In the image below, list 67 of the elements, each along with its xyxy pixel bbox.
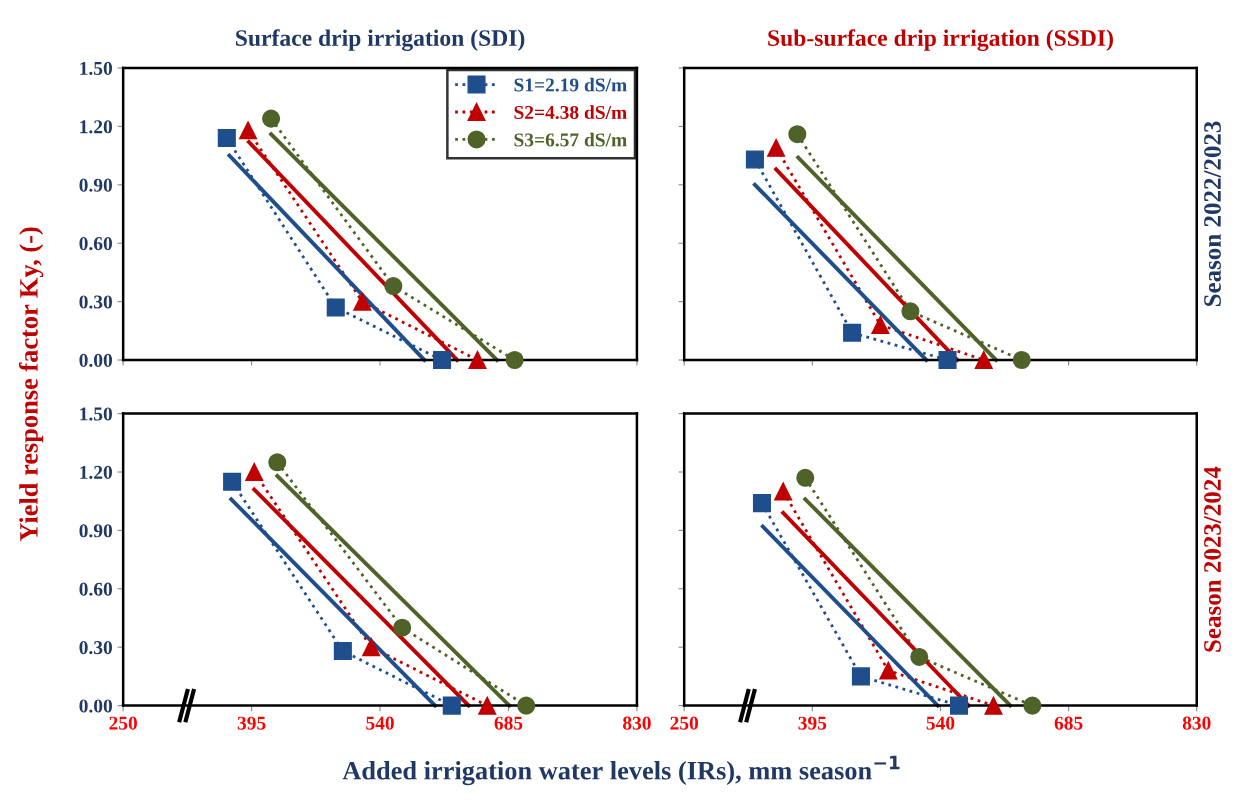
- chart-title: Surface drip irrigation (SDI): [236, 29, 525, 51]
- point: [326, 298, 345, 317]
- point: [517, 696, 536, 715]
- point: [752, 494, 771, 513]
- point: [745, 150, 764, 169]
- y-tick-label: 0.00: [79, 699, 112, 713]
- x-tick-label: 830: [1182, 716, 1211, 730]
- y-tick-label: 0.90: [79, 524, 112, 538]
- x-tick-label: 685: [494, 716, 523, 730]
- x-tick-label: 685: [1054, 716, 1083, 730]
- point: [774, 482, 793, 501]
- y2-axis-title: Season 2023/2024: [1204, 466, 1221, 652]
- y2-axis-title: Season 2022/2023: [1204, 121, 1221, 307]
- y-tick-label: 0.30: [79, 295, 112, 309]
- y-tick-label: 0.30: [79, 641, 112, 655]
- point: [442, 696, 461, 715]
- point: [1023, 696, 1042, 715]
- x-tick-label: 395: [237, 716, 266, 730]
- point: [262, 109, 281, 128]
- y-tick-label: 0.60: [79, 582, 112, 596]
- y-tick-label: 1.50: [80, 407, 112, 421]
- point: [851, 667, 870, 686]
- legend-label: S1=2.19 dS/m: [514, 77, 627, 92]
- x-tick-label: 540: [926, 716, 955, 730]
- y-tick-label: 0.60: [79, 237, 112, 251]
- y-axis-title: Yield response factor Ky, (-): [18, 227, 44, 542]
- y-tick-label: 1.20: [80, 120, 112, 134]
- point: [843, 323, 862, 342]
- point: [796, 468, 815, 487]
- chart-title: Sub-surface drip irrigation (SSDI): [768, 29, 1113, 51]
- point: [478, 696, 497, 715]
- point: [362, 638, 381, 657]
- point: [1012, 350, 1031, 370]
- point: [505, 350, 524, 370]
- point: [353, 292, 372, 311]
- y-tick-label: 0.90: [79, 178, 112, 192]
- y-tick-label: 1.50: [80, 61, 112, 76]
- x-axis-title: Added irrigation water levels (IRs), mm season$^{−1}$: [342, 755, 900, 786]
- point: [788, 125, 807, 144]
- point: [974, 350, 993, 370]
- legend-label: S2=4.38 dS/m: [514, 105, 627, 120]
- point: [949, 696, 969, 715]
- point: [767, 138, 786, 157]
- x-tick-label: 540: [366, 716, 394, 730]
- point: [268, 453, 287, 472]
- point: [910, 647, 929, 666]
- point: [239, 121, 258, 140]
- x-tick-label: 250: [109, 716, 137, 730]
- point: [879, 661, 898, 680]
- x-tick-label: 395: [798, 716, 827, 730]
- legend-label: S3=6.57 dS/m: [514, 132, 627, 147]
- x-tick-label: 830: [622, 716, 651, 730]
- point: [217, 129, 236, 148]
- point: [984, 696, 1003, 715]
- point: [245, 462, 264, 482]
- y-tick-label: 0.00: [79, 353, 112, 368]
- point: [938, 350, 957, 370]
- point: [433, 350, 452, 370]
- point: [871, 315, 890, 334]
- point: [333, 642, 352, 661]
- point: [468, 350, 487, 370]
- point: [393, 618, 412, 637]
- point: [384, 276, 403, 296]
- point: [901, 302, 920, 321]
- x-tick-label: 250: [670, 716, 699, 730]
- y-tick-label: 1.20: [80, 465, 112, 480]
- point: [223, 472, 242, 491]
